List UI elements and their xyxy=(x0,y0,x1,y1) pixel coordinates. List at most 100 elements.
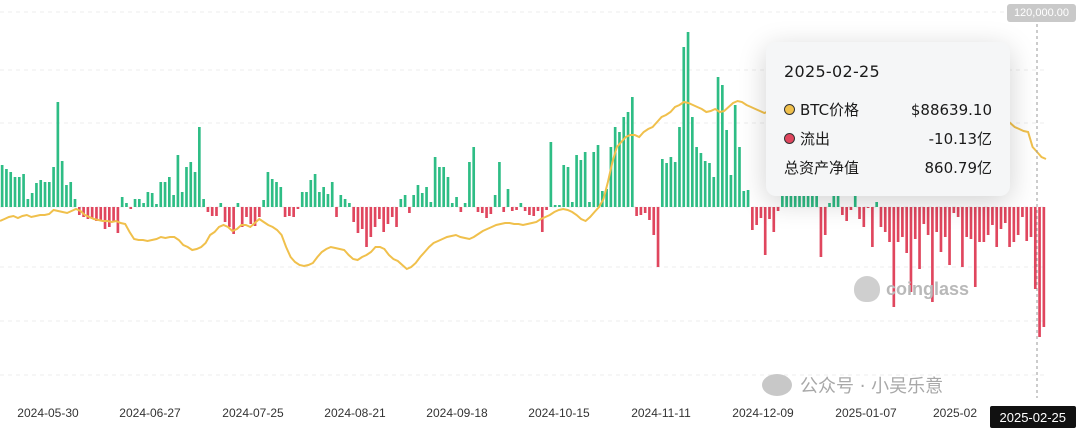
inflow-bar xyxy=(566,167,570,207)
inflow-bar xyxy=(9,172,13,207)
inflow-bar xyxy=(26,199,30,207)
inflow-bar xyxy=(348,203,351,207)
outflow-bar xyxy=(948,207,951,265)
outflow-bar xyxy=(395,207,398,227)
outflow-bar xyxy=(879,207,883,227)
outflow-bar xyxy=(476,207,480,212)
outflow-bar xyxy=(112,207,115,222)
outflow-bar xyxy=(639,207,643,215)
coinglass-logo-text: coinglass xyxy=(886,278,970,299)
inflow-bar xyxy=(665,163,668,207)
outflow-bar xyxy=(1012,207,1016,242)
outflow-bar xyxy=(232,207,235,234)
y-axis-max-tag: 120,000.00 xyxy=(1006,4,1076,22)
outflow-bar xyxy=(905,207,909,253)
outflow-bar xyxy=(245,207,248,217)
outflow-bar xyxy=(871,207,874,247)
inflow-bar xyxy=(176,155,180,207)
inflow-bar xyxy=(725,130,728,207)
inflow-bar xyxy=(583,152,587,207)
outflow-bar xyxy=(86,207,90,219)
outflow-bar xyxy=(656,207,660,267)
inflow-bar xyxy=(133,199,137,207)
tooltip-value: $88639.10 xyxy=(910,100,992,119)
x-tick-label: 2024-06-27 xyxy=(119,406,181,420)
inflow-bar xyxy=(69,182,73,207)
inflow-bar xyxy=(600,191,604,207)
inflow-bar xyxy=(309,180,313,207)
outflow-bar xyxy=(335,207,338,217)
inflow-bar xyxy=(266,172,270,207)
inflow-bar xyxy=(553,205,557,207)
flow-bars xyxy=(0,32,1046,337)
inflow-bar xyxy=(721,85,724,207)
x-axis-ticks: 2024-05-30 2024-06-27 2024-07-25 2024-08-21… xyxy=(17,406,977,420)
inflow-bar xyxy=(592,152,596,207)
coinglass-logo: coinglass xyxy=(854,276,969,302)
outflow-bar xyxy=(536,207,540,211)
inflow-bar xyxy=(412,195,416,207)
outflow-bar xyxy=(365,207,368,247)
outflow-bar xyxy=(1003,207,1007,223)
outflow-bar xyxy=(502,207,506,212)
outflow-bar xyxy=(258,207,261,217)
outflow-bar xyxy=(999,207,1003,229)
outflow-bar xyxy=(283,207,287,217)
inflow-bar xyxy=(120,197,124,207)
x-tick-label: 2024-10-15 xyxy=(528,406,590,420)
inflow-bar xyxy=(300,192,304,207)
inflow-bar xyxy=(588,202,591,207)
inflow-bar xyxy=(416,185,420,207)
outflow-bar xyxy=(1038,207,1041,337)
outflow-bar xyxy=(382,207,386,232)
inflow-bar xyxy=(558,205,561,207)
inflow-bar xyxy=(52,167,55,207)
inflow-bar xyxy=(236,203,240,207)
tooltip-date: 2025-02-25 xyxy=(784,62,880,81)
inflow-bar xyxy=(168,177,171,207)
tooltip-value: 860.79亿 xyxy=(924,159,993,177)
inflow-bar xyxy=(549,142,553,207)
inflow-bar xyxy=(262,200,265,207)
x-tick-label: 2024-08-21 xyxy=(324,406,386,420)
inflow-bar xyxy=(630,97,634,207)
inflow-bar xyxy=(180,192,184,207)
inflow-bar xyxy=(318,192,321,207)
x-tick-label: 2024-12-09 xyxy=(732,406,794,420)
outflow-bar xyxy=(845,207,848,221)
outflow-bar xyxy=(918,207,921,269)
inflow-bar xyxy=(622,117,626,207)
x-tick-label: 2024-05-30 xyxy=(17,406,79,420)
inflow-bar xyxy=(828,203,831,207)
outflow-bar xyxy=(952,207,956,213)
x-tick-label: 2024-11-11 xyxy=(631,406,691,420)
x-tick-label: 2025-02 xyxy=(933,406,977,420)
outflow-bar xyxy=(652,207,656,235)
outflow-bar xyxy=(90,207,94,219)
outflow-bar xyxy=(1008,207,1011,247)
inflow-bar xyxy=(420,193,424,207)
outflow-bar xyxy=(288,207,291,216)
outflow-bar xyxy=(913,207,917,239)
inflow-bar xyxy=(609,147,613,207)
outflow-bar xyxy=(1025,207,1029,241)
x-tick-label: 2024-07-25 xyxy=(222,406,284,420)
inflow-bar xyxy=(189,162,193,207)
inflow-bar xyxy=(442,167,446,207)
inflow-bar xyxy=(155,204,158,207)
outflow-bar xyxy=(819,207,823,257)
outflow-bar xyxy=(356,207,360,233)
inflow-bar xyxy=(219,203,223,207)
inflow-bar xyxy=(279,187,283,207)
outflow-bar xyxy=(528,207,531,215)
tooltip-label: 总资产净值 xyxy=(784,159,860,177)
outflow-bar xyxy=(635,207,638,216)
outflow-bar xyxy=(768,207,771,219)
inflow-bar xyxy=(343,199,347,207)
inflow-bar xyxy=(146,192,150,207)
outflow-bar xyxy=(103,207,107,229)
inflow-bar xyxy=(438,167,441,207)
outflow-bar xyxy=(489,207,493,214)
outflow-bar xyxy=(459,207,463,212)
outflow-bar xyxy=(772,207,776,232)
